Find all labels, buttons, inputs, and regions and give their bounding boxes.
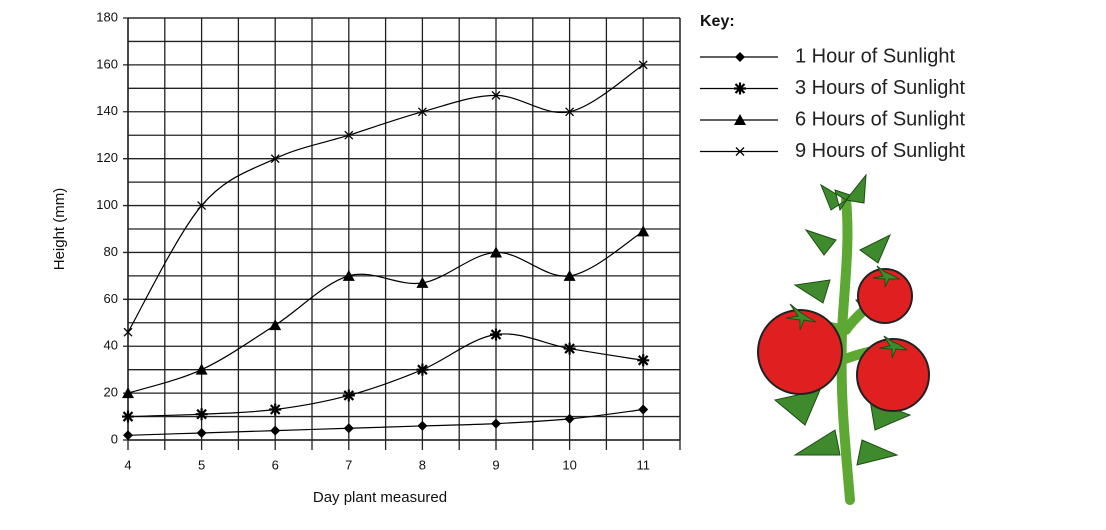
marker bbox=[637, 354, 650, 367]
series-line bbox=[127, 333, 644, 418]
marker bbox=[269, 319, 282, 331]
y-tick-label: 40 bbox=[104, 338, 118, 353]
legend-marker bbox=[734, 82, 746, 95]
legend: 1 Hour of Sunlight 3 Hours of Sunlight 6 H… bbox=[700, 45, 966, 162]
marker bbox=[342, 389, 355, 402]
x-tick-label: 5 bbox=[198, 457, 205, 472]
grid bbox=[123, 17, 681, 450]
tomato-plant-illustration bbox=[757, 173, 930, 505]
y-tick-label: 160 bbox=[96, 56, 118, 71]
marker bbox=[416, 363, 429, 376]
marker bbox=[490, 328, 502, 341]
legend-marker bbox=[735, 52, 745, 62]
x-tick-label: 11 bbox=[636, 457, 650, 472]
marker bbox=[195, 363, 208, 375]
marker bbox=[344, 130, 354, 140]
marker bbox=[270, 425, 281, 436]
x-tick-label: 8 bbox=[419, 457, 426, 472]
legend-marker bbox=[735, 147, 745, 156]
x-tick-label: 6 bbox=[272, 457, 279, 472]
marker bbox=[563, 269, 576, 281]
x-tick-label: 9 bbox=[492, 457, 499, 472]
marker bbox=[490, 246, 502, 258]
marker bbox=[123, 430, 133, 441]
marker bbox=[638, 404, 649, 415]
y-tick-label: 140 bbox=[96, 103, 118, 118]
marker bbox=[416, 276, 429, 288]
marker bbox=[343, 423, 354, 434]
y-tick-label: 100 bbox=[96, 197, 118, 212]
y-tick-label: 60 bbox=[104, 291, 118, 306]
marker bbox=[563, 342, 576, 355]
legend-title: Key: bbox=[700, 13, 735, 30]
legend-label: 9 Hours of Sunlight bbox=[795, 140, 966, 162]
series-line bbox=[127, 408, 644, 436]
y-tick-label: 80 bbox=[104, 244, 118, 259]
marker bbox=[123, 327, 133, 337]
y-tick-label: 0 bbox=[111, 431, 118, 446]
y-tick-label: 120 bbox=[96, 150, 118, 165]
marker bbox=[269, 403, 282, 416]
marker bbox=[491, 418, 501, 429]
marker bbox=[196, 427, 207, 438]
marker bbox=[195, 408, 208, 421]
legend-marker bbox=[734, 114, 746, 125]
legend-label: 3 Hours of Sunlight bbox=[795, 77, 966, 99]
marker bbox=[491, 90, 501, 100]
marker bbox=[342, 269, 355, 281]
marker bbox=[637, 225, 650, 237]
x-tick-label: 7 bbox=[345, 457, 352, 472]
marker bbox=[270, 154, 280, 164]
marker bbox=[122, 387, 134, 399]
marker bbox=[197, 201, 207, 211]
marker bbox=[565, 107, 575, 117]
x-axis-label: Day plant measured bbox=[313, 489, 447, 506]
y-tick-label: 20 bbox=[104, 385, 118, 400]
marker bbox=[122, 410, 134, 423]
marker bbox=[564, 413, 575, 424]
marker bbox=[417, 107, 427, 117]
legend-label: 1 Hour of Sunlight bbox=[795, 45, 956, 67]
legend-label: 6 Hours of Sunlight bbox=[795, 108, 966, 130]
marker bbox=[417, 420, 428, 431]
marker bbox=[638, 60, 648, 70]
y-tick-label: 180 bbox=[96, 9, 118, 24]
series-line bbox=[127, 230, 644, 394]
x-tick-label: 4 bbox=[124, 457, 131, 472]
y-axis-label: Height (mm) bbox=[51, 188, 68, 271]
x-tick-label: 10 bbox=[562, 457, 576, 472]
